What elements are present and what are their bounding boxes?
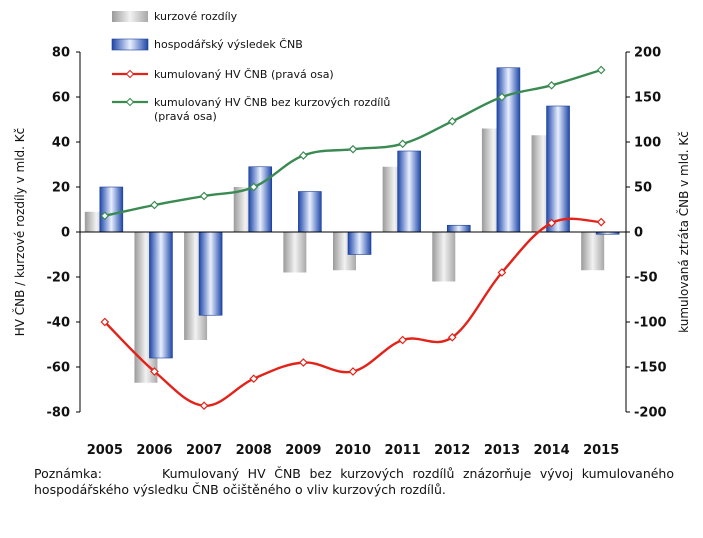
footnote: Poznámka: Kumulovaný HV ČNB bez kurzových… [34, 466, 674, 498]
footnote-label: Poznámka: [34, 466, 102, 481]
right-tick-label: 50 [634, 181, 652, 196]
left-tick-label: 0 [61, 226, 70, 241]
x-tick-label: 2005 [87, 443, 123, 458]
point-kumulovany-hv [150, 367, 159, 376]
bar-hospodarsky-vysledek [198, 231, 223, 316]
x-tick-label: 2015 [583, 443, 619, 458]
bar-hospodarsky-vysledek [546, 105, 570, 233]
point-kumulovany-hv-bez-kurzovych [348, 144, 358, 154]
point-kumulovany-hv-bez-kurzovych [447, 116, 457, 126]
legend-marker-kumulovany-hv [125, 69, 135, 79]
point-kumulovany-hv-bez-kurzovych [596, 65, 606, 75]
legend-swatch-hospodarsky-vysledek [111, 38, 149, 51]
legend-label: (pravá osa) [154, 110, 217, 123]
legend-marker-kumulovany-hv-bez [125, 97, 135, 107]
legend-label: kumulovaný HV ČNB bez kurzových rozdílů [154, 96, 390, 109]
x-tick-label: 2007 [186, 443, 222, 458]
point-kumulovany-hv-bez-kurzovych [249, 182, 259, 192]
x-tick-label: 2010 [335, 443, 371, 458]
point-kumulovany-hv [249, 374, 259, 384]
right-axis-title: kumulovaná ztráta ČNB v mld. Kč [676, 131, 691, 333]
legend-label: hospodářský výsledek ČNB [154, 38, 303, 51]
footnote-text: Kumulovaný HV ČNB bez kurzových rozdílů … [34, 466, 674, 497]
right-tick-label: -200 [634, 406, 667, 421]
bar-hospodarsky-vysledek [397, 150, 421, 233]
bar-hospodarsky-vysledek [347, 231, 372, 255]
bar-kurzove-rozdily [581, 232, 605, 271]
left-tick-label: -20 [47, 271, 71, 286]
x-tick-label: 2014 [533, 443, 569, 458]
x-tick-label: 2012 [434, 443, 470, 458]
point-kumulovany-hv-bez-kurzovych [150, 200, 159, 210]
right-tick-label: -150 [634, 361, 667, 376]
point-kumulovany-hv [497, 268, 507, 277]
legend-swatch-kurzove-rozdily [112, 11, 148, 22]
point-kumulovany-hv [100, 317, 110, 327]
left-tick-label: -40 [47, 316, 71, 331]
point-kumulovany-hv [299, 358, 308, 367]
right-tick-label: 200 [634, 46, 661, 61]
bar-hospodarsky-vysledek [298, 191, 322, 233]
bar-hospodarsky-vysledek [149, 231, 173, 359]
point-kumulovany-hv-bez-kurzovych [398, 139, 407, 149]
x-tick-label: 2011 [385, 443, 421, 458]
bar-kurzove-rozdily [283, 232, 307, 273]
combo-chart: 806040200-20-40-60-80200150100500-50-100… [12, 10, 691, 458]
right-tick-label: -50 [634, 271, 658, 286]
point-kumulovany-hv-bez-kurzovych [199, 191, 209, 201]
right-tick-label: 0 [634, 226, 643, 241]
x-tick-label: 2006 [136, 443, 172, 458]
legend-label: kurzové rozdíly [154, 10, 238, 23]
bar-hospodarsky-vysledek [99, 186, 124, 233]
point-kumulovany-hv [447, 332, 457, 342]
point-kumulovany-hv-bez-kurzovych [100, 211, 110, 221]
left-tick-label: -60 [47, 361, 71, 376]
left-tick-label: 80 [52, 46, 70, 61]
bar-hospodarsky-vysledek [446, 224, 471, 233]
point-kumulovany-hv [199, 401, 209, 411]
right-tick-label: 100 [634, 136, 661, 151]
x-tick-label: 2013 [484, 443, 520, 458]
legend-label: kumulovaný HV ČNB (pravá osa) [154, 68, 334, 81]
left-tick-label: 60 [52, 91, 70, 106]
bar-hospodarsky-vysledek [248, 166, 273, 233]
point-kumulovany-hv-bez-kurzovych [299, 151, 308, 160]
point-kumulovany-hv-bez-kurzovych [547, 80, 556, 90]
point-kumulovany-hv [547, 218, 556, 228]
left-tick-label: -80 [47, 406, 71, 421]
right-tick-label: -100 [634, 316, 667, 331]
left-axis-title: HV ČNB / kurzové rozdíly v mld. Kč [12, 128, 27, 337]
right-tick-label: 150 [634, 91, 661, 106]
left-tick-label: 20 [52, 181, 70, 196]
x-tick-label: 2008 [236, 443, 272, 458]
point-kumulovany-hv [348, 367, 358, 376]
x-tick-label: 2009 [285, 443, 321, 458]
point-kumulovany-hv-bez-kurzovych [497, 92, 507, 102]
line-kumulovany-hv-bez-kurzovych [104, 68, 602, 217]
point-kumulovany-hv [398, 335, 407, 345]
bar-kurzove-rozdily [432, 232, 456, 282]
left-tick-label: 40 [52, 136, 70, 151]
point-kumulovany-hv [596, 217, 606, 227]
